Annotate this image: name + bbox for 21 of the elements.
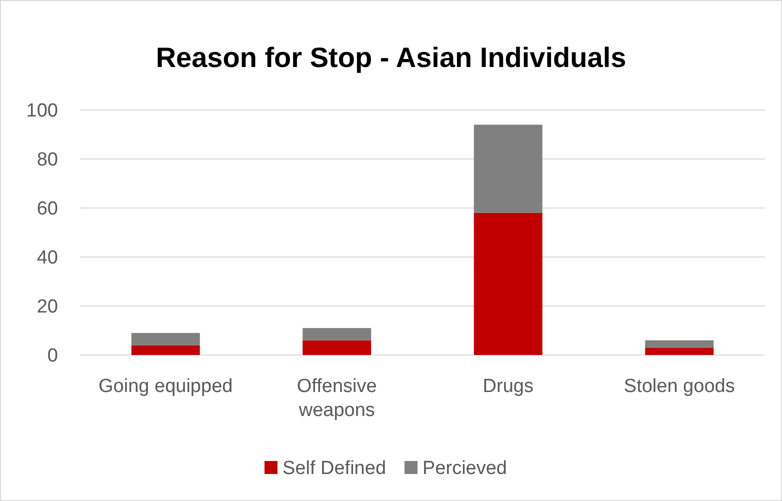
- bar: [131, 345, 200, 355]
- x-tick-label: Offensive weapons: [296, 376, 377, 421]
- x-tick-label: Stolen goods: [624, 376, 735, 397]
- bar: [302, 340, 372, 355]
- bar: [474, 212, 542, 355]
- legend-label: Self Defined: [282, 458, 386, 479]
- chart-title: Reason for Stop - Asian Individuals: [156, 42, 626, 73]
- legend-label: Percieved: [422, 458, 507, 479]
- y-tick-label: 0: [47, 346, 58, 367]
- x-tick-label: Going equipped: [98, 376, 233, 397]
- y-tick-label: 60: [36, 198, 58, 220]
- y-tick-label: 80: [36, 150, 58, 171]
- bar: [645, 348, 714, 355]
- bar: [302, 328, 372, 340]
- bar: [131, 332, 200, 346]
- x-tick-label: Drugs: [482, 376, 534, 397]
- bar: [474, 124, 542, 213]
- bar: [645, 340, 714, 348]
- y-tick-label: 40: [36, 248, 58, 269]
- y-tick-label: 100: [26, 100, 58, 122]
- y-tick-label: 20: [36, 296, 58, 318]
